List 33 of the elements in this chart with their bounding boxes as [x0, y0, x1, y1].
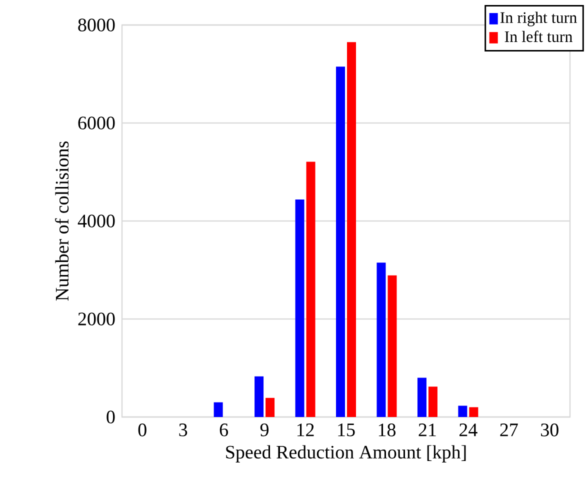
x-tick-label: 0 [138, 424, 146, 436]
x-tick-label: 27 [500, 424, 518, 436]
bar [428, 386, 438, 417]
x-tick-label: 12 [297, 424, 314, 436]
bar [306, 162, 316, 417]
x-tick-label: 15 [338, 424, 355, 436]
x-tick-label: 18 [378, 424, 396, 436]
x-tick-label: 9 [260, 424, 269, 436]
bar [336, 66, 346, 417]
legend-label: In left turn [504, 30, 572, 42]
x-tick-label: 30 [541, 424, 558, 436]
y-tick-label: 6000 [78, 116, 115, 130]
x-axis-title: Speed Reduction Amount [kph] [226, 445, 466, 462]
y-tick-label: 2000 [78, 312, 115, 326]
bar [295, 199, 304, 417]
bar [458, 406, 468, 417]
x-tick-label: 6 [220, 424, 228, 436]
y-tick-label: 0 [106, 410, 115, 424]
x-tick-label: 21 [418, 424, 436, 436]
bar [417, 378, 426, 417]
legend-label: In right turn [500, 12, 577, 26]
x-tick-label: 24 [460, 424, 478, 436]
x-tick-label: 3 [179, 424, 188, 436]
bar [266, 398, 275, 417]
bar [214, 402, 223, 417]
bar [254, 376, 264, 417]
y-tick-label: 4000 [78, 214, 115, 228]
y-tick-label: 8000 [78, 18, 115, 32]
bar [388, 275, 397, 417]
bar [376, 262, 386, 417]
y-axis-title: Number of collisions [55, 141, 69, 301]
bar [347, 42, 356, 417]
bar [469, 407, 478, 417]
